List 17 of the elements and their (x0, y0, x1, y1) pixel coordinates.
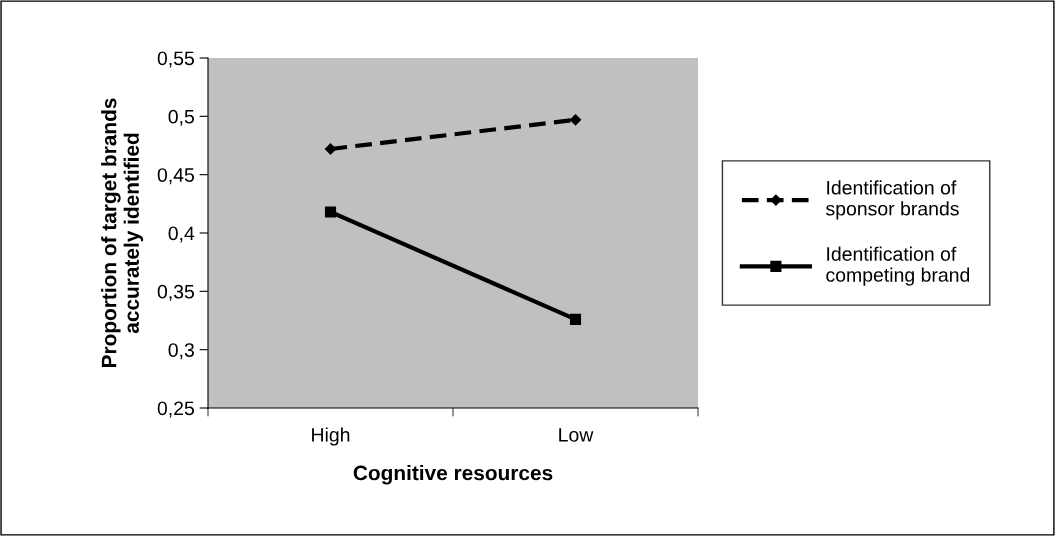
y-axis-title: Proportion of target brands accurately identified (101, 98, 144, 368)
y-tick-label: 0,55 (157, 51, 194, 68)
y-tick-label: 0,25 (157, 401, 194, 418)
y-tick-label: 0,3 (168, 343, 194, 360)
y-tick-label: 0,45 (157, 168, 194, 185)
legend-label: Identification of competing brand (826, 246, 970, 286)
y-tick-label: 0,35 (157, 284, 194, 301)
point (569, 114, 582, 126)
legend-label: Identification of sponsor brands (826, 180, 959, 220)
y-tick-label: 0,4 (168, 226, 195, 243)
point (569, 313, 582, 325)
x-axis-title: Cognitive resources (353, 465, 553, 485)
y-tick-label: 0,5 (168, 109, 194, 126)
point (324, 206, 337, 218)
point (324, 143, 337, 155)
x-tick-label: High (312, 427, 350, 446)
x-tick-label: Low (559, 428, 594, 442)
